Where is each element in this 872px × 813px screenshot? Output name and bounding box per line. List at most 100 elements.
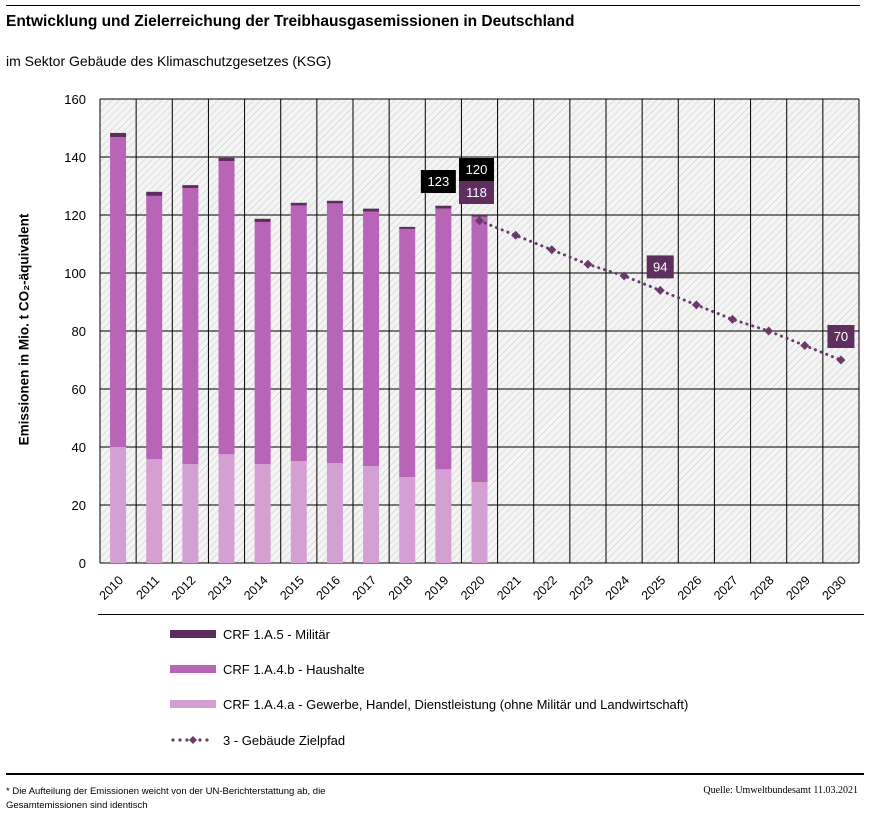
x-tick-label: 2021 (494, 573, 524, 603)
bar-segment (146, 195, 163, 460)
data-label-box (459, 181, 494, 204)
bar-segment (326, 200, 343, 204)
bar-segment (146, 459, 163, 563)
legend-label: CRF 1.A.4.b - Haushalte (223, 661, 365, 677)
y-tick-label: 40 (72, 440, 86, 455)
bar-segment (471, 482, 488, 563)
target-path-marker (475, 216, 484, 226)
target-path-marker (691, 300, 701, 310)
legend-item-gewerbe: CRF 1.A.4.a - Gewerbe, Handel, Dienstlei… (170, 696, 689, 712)
x-tick-label: 2030 (819, 573, 849, 603)
bar-segment (471, 216, 488, 483)
x-tick-label: 2029 (783, 573, 813, 603)
data-label-box (420, 170, 456, 193)
top-rule (6, 5, 860, 6)
legend-item-zielpfad: 3 - Gebäude Zielpfad (170, 732, 346, 748)
bar-segment (363, 466, 380, 563)
x-tick-label: 2014 (241, 573, 271, 603)
target-path-marker (836, 355, 846, 365)
target-path-marker (619, 271, 629, 281)
x-tick-label: 2012 (169, 573, 199, 603)
target-path-marker (511, 230, 521, 240)
legend-item-haushalte: CRF 1.A.4.b - Haushalte (170, 661, 365, 677)
bar-segment (326, 203, 343, 464)
y-tick-label: 80 (72, 324, 86, 339)
data-label: 94 (653, 259, 667, 274)
x-tick-label: 2019 (422, 573, 452, 603)
x-tick-label: 2010 (97, 573, 127, 603)
x-tick-label: 2026 (675, 573, 705, 603)
y-tick-label: 160 (64, 92, 86, 107)
chart-title: Entwicklung und Zielerreichung der Treib… (6, 13, 575, 30)
bar-segment (254, 218, 271, 222)
x-tick-label: 2027 (711, 573, 741, 603)
target-path-marker (583, 259, 593, 269)
bottom-rule (6, 773, 864, 775)
bar-segment (435, 208, 452, 470)
bar-segment (110, 132, 127, 137)
x-tick-label: 2023 (566, 573, 596, 603)
x-tick-label: 2013 (205, 573, 235, 603)
target-path-marker (655, 285, 665, 295)
x-tick-label: 2011 (133, 573, 162, 602)
x-tick-label: 2024 (603, 573, 633, 603)
legend-swatch (170, 665, 216, 673)
y-tick-label: 20 (72, 498, 86, 513)
bar-segment (182, 464, 199, 563)
y-tick-label: 0 (79, 556, 86, 571)
bar-segment (363, 208, 380, 212)
bar-segment (182, 188, 199, 465)
bar-segment (399, 226, 416, 229)
bar-segment (254, 464, 271, 563)
data-label-box (827, 325, 855, 348)
y-tick-label: 100 (64, 266, 86, 281)
bar-segment (435, 469, 452, 563)
bar-segment (363, 211, 380, 467)
dotted-diamond-line-icon (171, 736, 209, 744)
bar-segment (399, 228, 416, 478)
bar-segment (326, 463, 343, 563)
source-note: Quelle: Umweltbundesamt 11.03.2021 (703, 785, 858, 796)
legend-label: CRF 1.A.4.a - Gewerbe, Handel, Dienstlei… (223, 696, 689, 712)
legend-swatch (170, 630, 216, 638)
legend-rule (98, 614, 864, 615)
data-label: 120 (466, 162, 488, 177)
x-tick-label: 2025 (639, 573, 669, 603)
y-tick-label: 120 (64, 208, 86, 223)
bar-segment (290, 205, 307, 462)
x-tick-label: 2028 (747, 573, 777, 603)
data-label: 123 (428, 174, 450, 189)
legend-swatch (170, 700, 216, 708)
data-label-box (646, 255, 674, 279)
bar-segment (110, 447, 127, 563)
x-tick-label: 2015 (277, 573, 307, 603)
x-tick-label: 2022 (530, 573, 560, 603)
x-tick-label: 2017 (350, 573, 380, 603)
target-path-marker (547, 245, 557, 255)
bar-segment (290, 202, 307, 206)
x-tick-label: 2020 (458, 573, 488, 603)
legend-label: 3 - Gebäude Zielpfad (223, 732, 346, 748)
chart-subtitle: im Sektor Gebäude des Klimaschutzgesetze… (6, 53, 332, 69)
target-path-marker (728, 314, 737, 324)
x-tick-label: 2016 (313, 573, 343, 603)
target-path-marker (764, 326, 774, 336)
legend-label: CRF 1.A.5 - Militär (223, 626, 330, 642)
bar-segment (471, 215, 488, 217)
bar-segment (110, 136, 127, 448)
legend-item-militaer: CRF 1.A.5 - Militär (170, 626, 330, 642)
y-tick-label: 140 (64, 150, 86, 165)
x-tick-label: 2018 (386, 573, 416, 603)
bar-segment (399, 477, 416, 563)
bar-segment (218, 161, 235, 455)
bar-segment (218, 454, 235, 563)
bar-segment (254, 221, 271, 465)
bar-segment (182, 185, 199, 189)
data-label-box (459, 158, 494, 181)
data-label: 70 (834, 329, 848, 344)
target-path-marker (800, 341, 810, 350)
bar-segment (290, 461, 307, 563)
bar-segment (435, 205, 452, 209)
